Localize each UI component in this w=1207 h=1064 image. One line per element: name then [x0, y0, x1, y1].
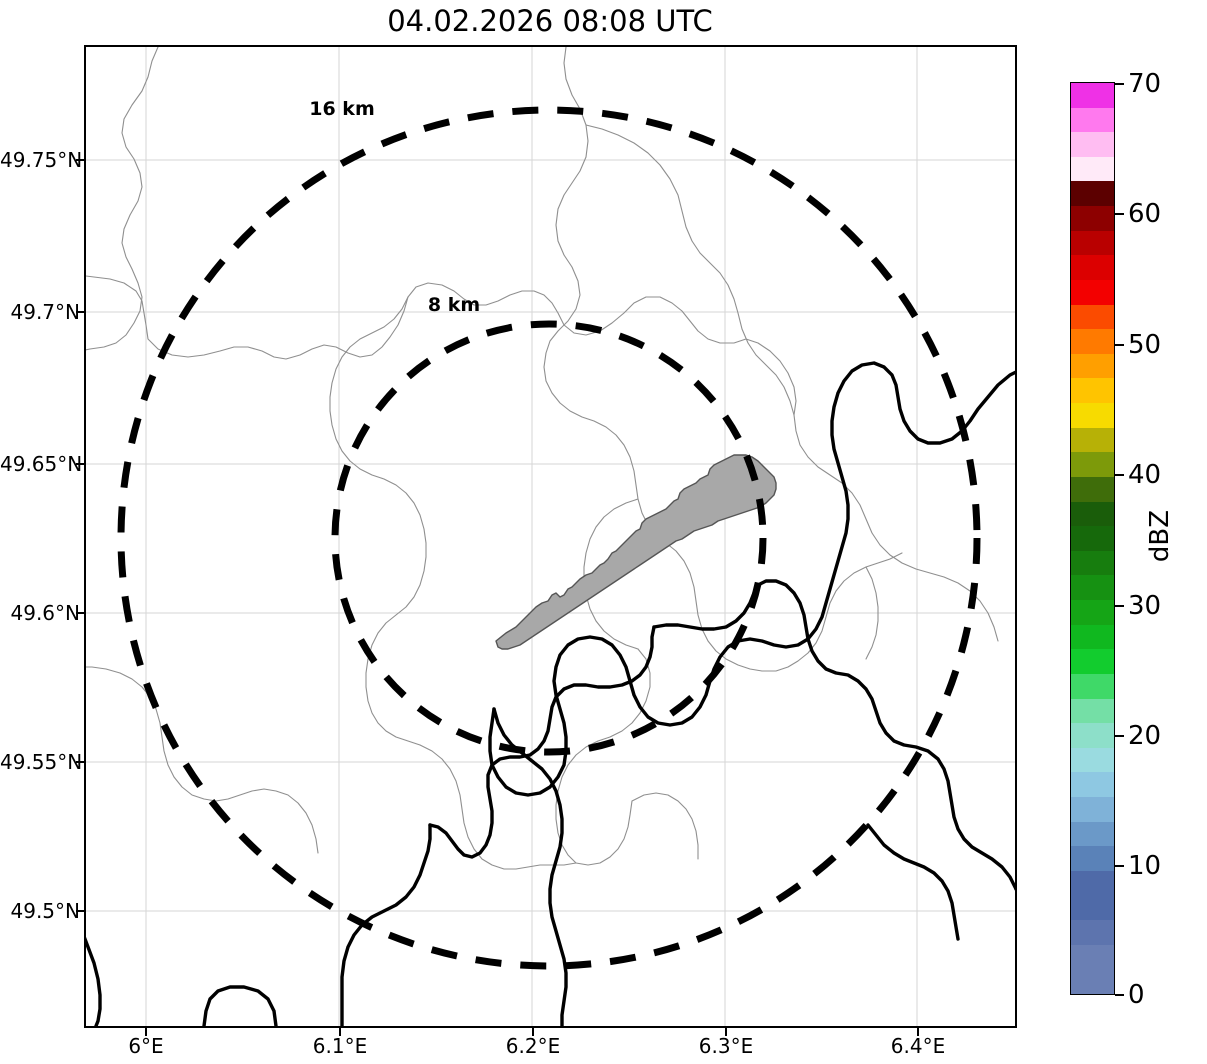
x-tick-mark: [917, 1028, 919, 1036]
colorbar-axis-label: dBZ: [1145, 509, 1175, 563]
x-tick-label: 6°E: [128, 1034, 164, 1058]
colorbar-tick-mark: [1115, 213, 1124, 215]
colorbar-band-27: [1071, 304, 1114, 330]
range-ring-label-16km: 16 km: [309, 98, 375, 120]
y-tick-label: 49.6°N: [10, 601, 81, 625]
colorbar-tick-label: 10: [1128, 851, 1162, 881]
range-ring-8km: [331, 320, 767, 756]
colorbar-band-22: [1071, 427, 1114, 453]
x-tick-label: 6.2°E: [505, 1034, 561, 1058]
colorbar-tick-mark: [1115, 344, 1124, 346]
colorbar-tick-mark: [1115, 474, 1124, 476]
colorbar-band-36: [1071, 83, 1114, 108]
colorbar-tick-label: 0: [1128, 980, 1145, 1010]
colorbar-band-9: [1071, 747, 1114, 773]
colorbar-band-35: [1071, 107, 1114, 133]
x-tick-mark: [145, 1028, 147, 1036]
colorbar-band-33: [1071, 156, 1114, 182]
colorbar-band-5: [1071, 846, 1114, 871]
colorbar-band-30: [1071, 230, 1114, 256]
colorbar-band-34: [1071, 132, 1114, 157]
map-svg: [86, 47, 1015, 1026]
colorbar-tick-label: 30: [1128, 591, 1162, 621]
range-ring-label-8km: 8 km: [427, 294, 481, 316]
map-plot-area[interactable]: 16 km 8 km: [84, 45, 1017, 1028]
colorbar-band-14: [1071, 624, 1114, 650]
colorbar-tick-label: 40: [1128, 460, 1162, 490]
y-tick-mark: [76, 612, 84, 614]
y-tick-label: 49.55°N: [0, 750, 83, 774]
colorbar-band-32: [1071, 181, 1114, 206]
x-tick-label: 6.3°E: [698, 1034, 754, 1058]
colorbar-band-8: [1071, 772, 1114, 797]
colorbar-band-21: [1071, 452, 1114, 477]
colorbar-band-15: [1071, 600, 1114, 625]
municipal-boundaries: [86, 47, 999, 870]
colorbar-tick-label: 50: [1128, 330, 1162, 360]
colorbar-band-28: [1071, 279, 1114, 305]
colorbar-band-17: [1071, 550, 1114, 576]
y-tick-label: 49.5°N: [10, 899, 81, 923]
colorbar-band-29: [1071, 255, 1114, 280]
y-tick-label: 49.75°N: [0, 148, 83, 172]
colorbar-band-18: [1071, 526, 1114, 551]
y-tick-label: 49.7°N: [10, 300, 81, 324]
colorbar-tick-mark: [1115, 865, 1124, 867]
colorbar-band-16: [1071, 575, 1114, 600]
y-tick-label: 49.65°N: [0, 452, 83, 476]
colorbar-tick-mark: [1115, 735, 1124, 737]
colorbar-band-10: [1071, 723, 1114, 748]
x-tick-mark: [532, 1028, 534, 1036]
colorbar-band-31: [1071, 206, 1114, 231]
colorbar-band-13: [1071, 649, 1114, 674]
x-tick-mark: [725, 1028, 727, 1036]
reflectivity-colorbar[interactable]: [1070, 82, 1115, 995]
colorbar-band-7: [1071, 797, 1114, 822]
colorbar-band-19: [1071, 501, 1114, 527]
colorbar-tick-mark: [1115, 994, 1124, 996]
colorbar-band-23: [1071, 403, 1114, 428]
y-tick-mark: [76, 311, 84, 313]
colorbar-band-1: [1071, 944, 1114, 970]
x-tick-label: 6.1°E: [312, 1034, 368, 1058]
colorbar-band-26: [1071, 329, 1114, 354]
colorbar-tick-label: 70: [1128, 69, 1162, 99]
colorbar-band-24: [1071, 378, 1114, 403]
y-tick-mark: [76, 761, 84, 763]
colorbar-tick-label: 20: [1128, 721, 1162, 751]
colorbar-band-11: [1071, 698, 1114, 724]
colorbar-band-0: [1071, 969, 1114, 994]
colorbar-band-4: [1071, 870, 1114, 896]
colorbar-band-25: [1071, 353, 1114, 379]
x-tick-label: 6.4°E: [890, 1034, 946, 1058]
y-tick-mark: [76, 159, 84, 161]
colorbar-tick-mark: [1115, 83, 1124, 85]
y-tick-mark: [76, 910, 84, 912]
colorbar-band-20: [1071, 476, 1114, 502]
y-tick-mark: [76, 463, 84, 465]
figure-title: 04.02.2026 08:08 UTC: [387, 4, 713, 38]
colorbar-band-2: [1071, 920, 1114, 945]
colorbar-band-6: [1071, 821, 1114, 847]
range-ring-16km: [117, 106, 981, 970]
country-border: [86, 361, 1015, 1026]
colorbar-band-12: [1071, 673, 1114, 699]
colorbar-tick-label: 60: [1128, 199, 1162, 229]
colorbar-band-3: [1071, 895, 1114, 921]
colorbar-tick-mark: [1115, 605, 1124, 607]
x-tick-mark: [339, 1028, 341, 1036]
